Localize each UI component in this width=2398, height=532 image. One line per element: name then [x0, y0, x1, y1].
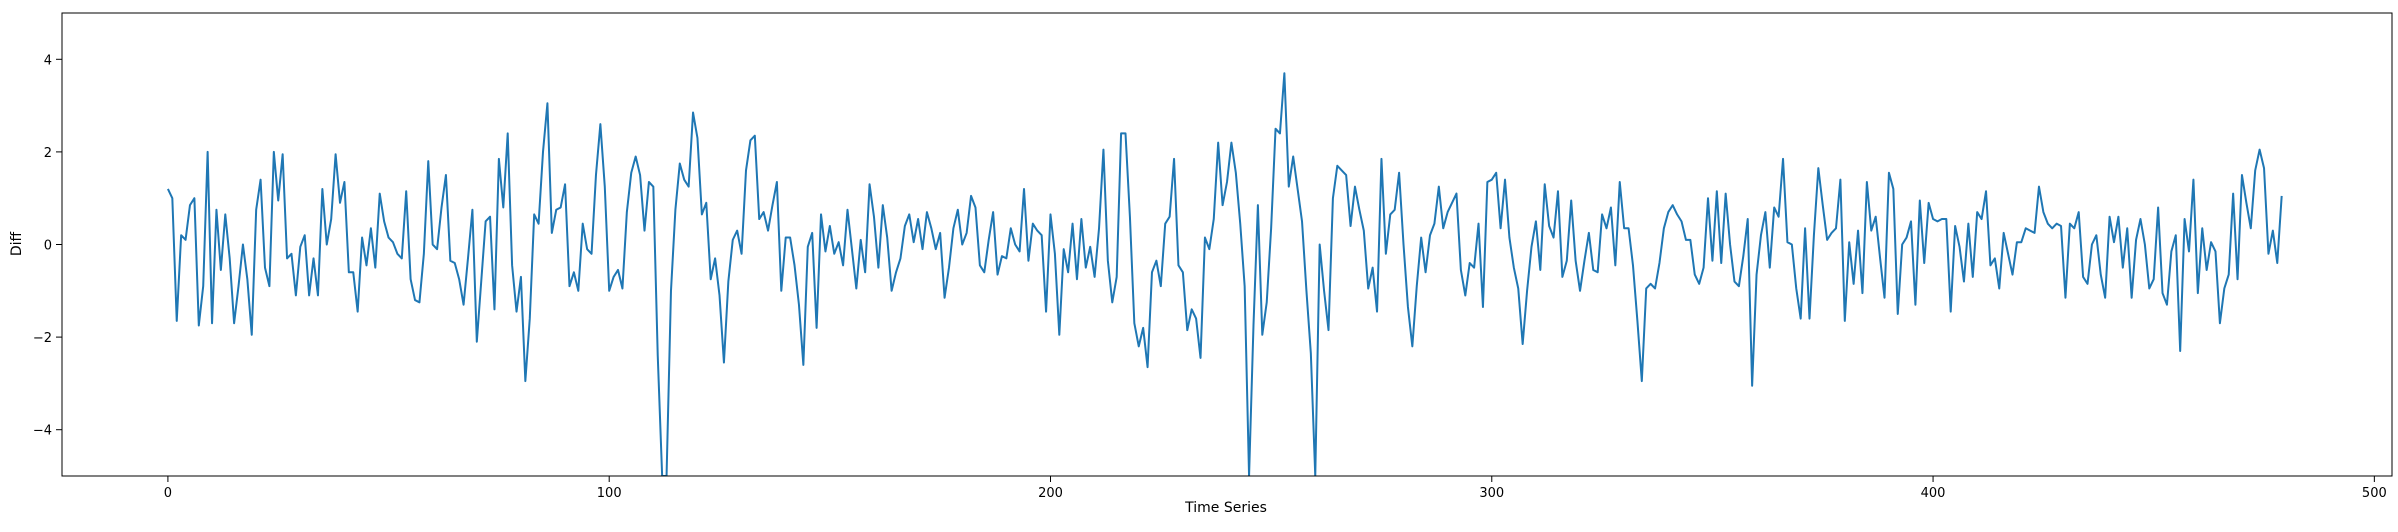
x-tick-label: 0 [164, 486, 172, 501]
x-axis-label: Time Series [1184, 500, 1267, 516]
x-tick-label: 500 [2362, 486, 2387, 501]
y-axis-label: Diff [9, 231, 25, 256]
y-tick-label: −2 [33, 331, 52, 346]
axes-layer: 0 100 200 300 400 500 −4 −2 0 2 4 [33, 12, 2393, 501]
y-tick-label: 2 [44, 146, 52, 161]
x-tick-label: 100 [597, 486, 622, 501]
x-tick-label: 200 [1038, 486, 1063, 501]
plot-background [62, 13, 2392, 476]
y-tick-label: 0 [44, 239, 52, 254]
series-layer [167, 72, 2283, 476]
series-line-1 [167, 72, 2283, 476]
y-tick-label: 4 [44, 53, 52, 68]
y-tick-label: −4 [33, 424, 52, 439]
x-tick-label: 300 [1479, 486, 1504, 501]
x-tick-label: 400 [1921, 486, 1946, 501]
